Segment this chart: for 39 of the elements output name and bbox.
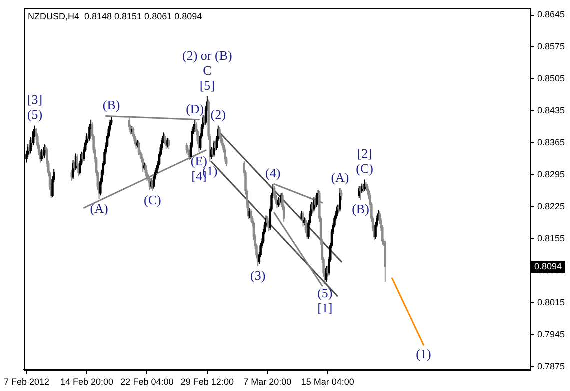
- x-tick-label: 15 Mar 04:00: [301, 377, 354, 388]
- annotation: 0.8094: [534, 261, 562, 272]
- x-tick-label: 29 Feb 12:00: [180, 377, 234, 388]
- annotation: [2]: [357, 146, 372, 162]
- annotation: C: [203, 62, 212, 78]
- x-tick-label: 7 Mar 20:00: [244, 377, 292, 388]
- chart-title: NZDUSD,H4 0.8148 0.8151 0.8061 0.8094: [28, 11, 202, 22]
- annotation: (5): [318, 286, 333, 301]
- annotation: (C): [144, 192, 162, 208]
- annotation: [3]: [27, 92, 43, 108]
- annotation: (2) or (B): [182, 48, 232, 63]
- y-tick-label: 0.8225: [537, 202, 566, 212]
- y-tick-label: 0.8645: [537, 10, 566, 20]
- y-tick-label: 0.8505: [537, 74, 566, 84]
- annotation: (D): [186, 101, 204, 116]
- x-tick-label: 14 Feb 20:00: [60, 377, 114, 388]
- y-tick-label: 0.8365: [537, 138, 566, 148]
- y-tick-label: 0.8155: [537, 234, 566, 244]
- y-tick-label: 0.8015: [537, 298, 566, 308]
- y-tick-label: 0.8575: [537, 42, 566, 52]
- annotation: (1): [416, 346, 432, 362]
- annotation: (E): [190, 154, 208, 169]
- y-tick-label: 0.7945: [537, 330, 566, 340]
- annotation: (A): [90, 200, 108, 216]
- annotation: [5]: [200, 78, 216, 93]
- annotation: (5): [27, 107, 43, 122]
- annotation: (B): [102, 98, 120, 113]
- annotation: (C): [356, 161, 374, 176]
- x-tick-label: 7 Feb 2012: [4, 377, 50, 388]
- annotation: (3): [250, 268, 266, 283]
- annotation: [1]: [318, 300, 333, 316]
- x-tick-label: 22 Feb 04:00: [120, 377, 174, 388]
- y-tick-label: 0.8295: [537, 170, 566, 180]
- y-tick-label: 0.7875: [537, 361, 566, 372]
- annotation: (4): [266, 166, 281, 181]
- y-tick-label: 0.8435: [537, 106, 566, 116]
- annotation: (B): [352, 202, 370, 217]
- annotation: (2): [210, 107, 226, 122]
- annotation: (A): [331, 170, 350, 185]
